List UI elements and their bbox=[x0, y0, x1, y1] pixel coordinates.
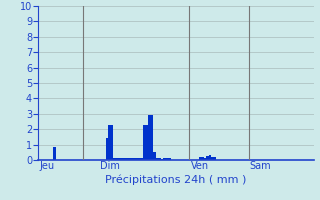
Bar bbox=[118, 158, 121, 160]
Bar bbox=[151, 115, 154, 160]
Bar bbox=[143, 125, 146, 160]
Bar bbox=[124, 158, 126, 160]
Bar bbox=[164, 158, 166, 160]
Bar bbox=[111, 125, 114, 160]
Bar bbox=[201, 157, 204, 160]
Bar bbox=[131, 158, 133, 160]
Bar bbox=[161, 159, 164, 160]
Bar bbox=[148, 115, 151, 160]
Bar bbox=[158, 158, 161, 160]
Bar bbox=[209, 155, 211, 160]
Bar bbox=[116, 158, 118, 160]
Bar bbox=[156, 158, 158, 160]
Bar bbox=[139, 158, 141, 160]
Bar bbox=[169, 158, 171, 160]
Bar bbox=[198, 157, 201, 160]
Bar bbox=[53, 147, 56, 160]
Bar bbox=[206, 156, 209, 160]
Bar bbox=[146, 125, 148, 160]
Bar bbox=[133, 158, 136, 160]
Bar bbox=[121, 158, 124, 160]
Bar bbox=[128, 158, 131, 160]
X-axis label: Précipitations 24h ( mm ): Précipitations 24h ( mm ) bbox=[105, 174, 247, 185]
Bar bbox=[108, 125, 111, 160]
Bar bbox=[106, 138, 108, 160]
Bar bbox=[136, 158, 139, 160]
Bar bbox=[204, 158, 206, 160]
Bar bbox=[166, 158, 169, 160]
Bar bbox=[114, 158, 116, 160]
Bar bbox=[213, 157, 216, 160]
Bar bbox=[154, 152, 156, 160]
Bar bbox=[126, 158, 128, 160]
Bar bbox=[141, 158, 143, 160]
Bar bbox=[211, 157, 213, 160]
